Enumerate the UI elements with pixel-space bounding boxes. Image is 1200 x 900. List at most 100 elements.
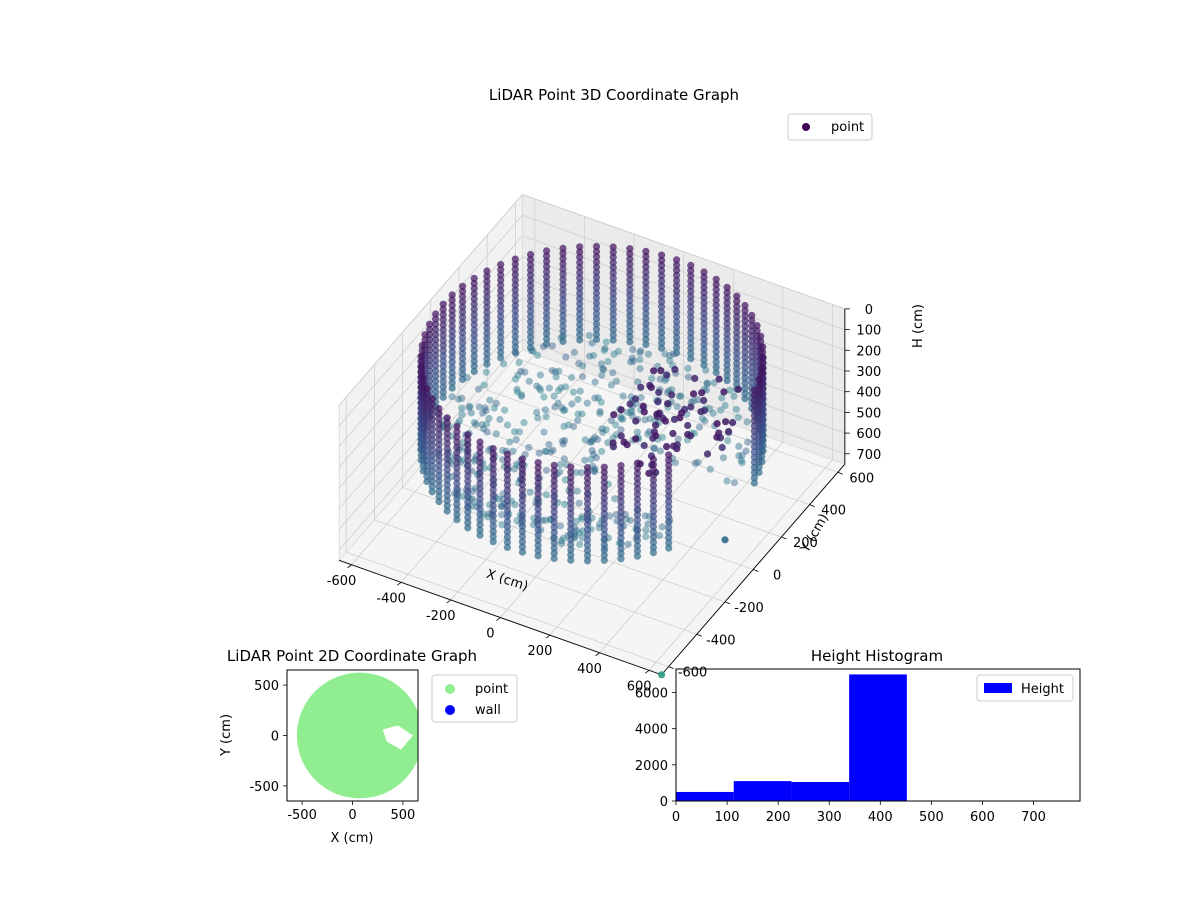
- point-3d: [556, 522, 565, 530]
- point-3d: [518, 543, 527, 551]
- point-3d: [534, 351, 542, 359]
- point-3d: [712, 291, 720, 299]
- point-3d: [576, 305, 584, 313]
- point-3d: [687, 344, 695, 352]
- point-3d: [759, 348, 767, 356]
- point-3d: [489, 527, 497, 536]
- point-3d: [459, 329, 467, 337]
- point-3d: [448, 301, 456, 309]
- point-3d: [470, 336, 478, 344]
- point-3d: [600, 510, 608, 518]
- point-3d: [453, 500, 461, 508]
- point-3d: [601, 344, 609, 353]
- point-3d: [534, 459, 542, 467]
- point-3d: [636, 349, 644, 357]
- point-3d: [614, 347, 622, 355]
- point-3d: [423, 431, 431, 439]
- point-3d: [459, 344, 467, 352]
- point-3d: [535, 449, 543, 457]
- point-3d: [497, 338, 505, 346]
- point-3d: [476, 521, 484, 529]
- point-3d: [687, 323, 695, 332]
- point-3d: [701, 417, 709, 425]
- point-3d: [624, 540, 632, 549]
- point-3d: [435, 492, 443, 501]
- x-tick-label-hist: 0: [672, 810, 680, 825]
- point-3d: [559, 265, 567, 273]
- point-3d: [655, 532, 664, 540]
- point-3d: [600, 541, 608, 549]
- point-3d: [600, 479, 608, 487]
- point-3d: [687, 261, 695, 269]
- point-3d: [741, 364, 749, 372]
- point-3d: [599, 365, 607, 373]
- point-3d: [552, 373, 560, 381]
- point-3d: [649, 512, 658, 521]
- point-3d: [651, 444, 659, 452]
- point-3d: [703, 450, 712, 458]
- point-3d: [750, 422, 759, 430]
- histogram-bar: [849, 674, 907, 801]
- point-3d: [721, 401, 729, 410]
- point-3d: [649, 492, 658, 500]
- point-3d: [583, 474, 592, 482]
- point-3d: [567, 509, 575, 518]
- point-3d: [543, 314, 551, 322]
- point-3d: [476, 526, 484, 534]
- point-3d: [483, 324, 491, 332]
- point-3d: [527, 328, 535, 336]
- point-3d: [642, 294, 650, 302]
- point-3d: [700, 325, 708, 333]
- point-3d: [550, 487, 558, 495]
- point-3d: [658, 287, 666, 295]
- point-3d: [497, 292, 505, 300]
- point-3d: [561, 436, 569, 445]
- legend-swatch-height: [984, 683, 1012, 693]
- point-3d: [423, 457, 431, 465]
- chart-2d: LiDAR Point 2D Coordinate Graph -500 0 500…: [219, 647, 518, 846]
- point-3d: [576, 248, 584, 256]
- point-3d: [759, 343, 767, 351]
- point-3d: [489, 507, 497, 515]
- point-3d: [570, 348, 579, 356]
- point-3d: [586, 352, 594, 360]
- point-3d: [548, 367, 556, 375]
- point-3d: [448, 306, 456, 315]
- point-3d: [503, 528, 511, 536]
- point-3d: [453, 443, 461, 451]
- point-3d: [658, 256, 666, 264]
- point-3d: [470, 279, 478, 287]
- point-3d: [590, 468, 599, 476]
- point-3d: [543, 293, 551, 302]
- point-3d: [443, 481, 451, 489]
- point-3d: [497, 266, 505, 274]
- point-3d: [448, 327, 456, 335]
- point-3d: [712, 343, 720, 351]
- point-3d: [526, 488, 534, 496]
- point-3d: [518, 465, 527, 473]
- point-3d: [550, 518, 558, 526]
- point-3d: [470, 362, 478, 370]
- point-3d: [700, 320, 708, 328]
- point-3d: [511, 307, 519, 315]
- y-tick-label-hist: 4000: [635, 723, 668, 738]
- point-3d: [479, 409, 487, 417]
- point-3d: [741, 307, 749, 315]
- point-3d: [527, 276, 535, 284]
- point-3d: [642, 309, 650, 318]
- point-3d: [554, 399, 562, 407]
- point-3d: [435, 461, 443, 469]
- point-3d: [561, 476, 570, 484]
- point-3d: [619, 392, 627, 400]
- point-3d: [666, 352, 674, 360]
- point-3d: [626, 302, 634, 310]
- histogram-bar: [676, 791, 734, 801]
- point-3d: [609, 264, 617, 272]
- x-tick-label-3d: 200: [528, 644, 553, 659]
- point-3d: [723, 477, 731, 485]
- point-3d: [673, 287, 681, 295]
- point-3d: [489, 470, 497, 478]
- point-3d: [511, 333, 519, 341]
- point-3d: [484, 513, 492, 521]
- point-3d: [453, 510, 461, 519]
